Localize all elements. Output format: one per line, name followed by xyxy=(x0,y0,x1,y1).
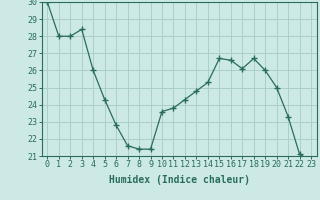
X-axis label: Humidex (Indice chaleur): Humidex (Indice chaleur) xyxy=(109,175,250,185)
